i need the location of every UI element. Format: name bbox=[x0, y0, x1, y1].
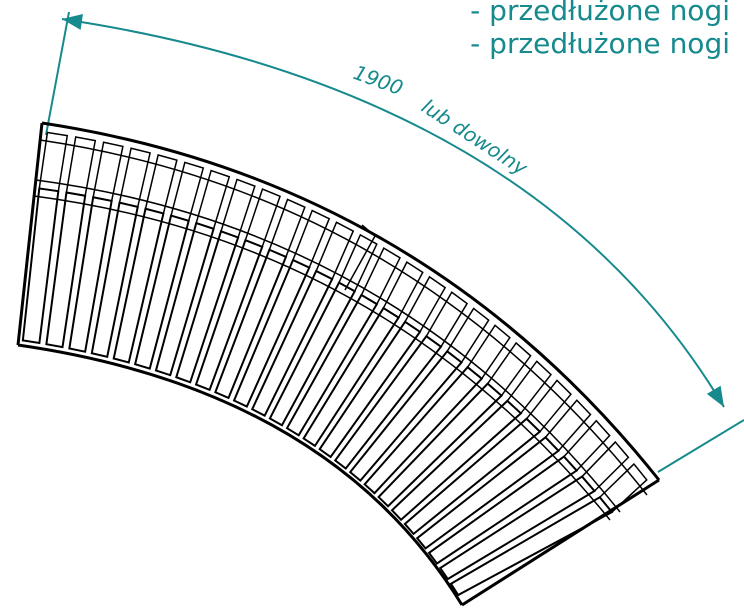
bench-slat bbox=[250, 269, 334, 417]
bench-seat-block bbox=[315, 221, 355, 281]
bench-seat-block bbox=[544, 399, 592, 452]
dimension-arc bbox=[61, 14, 725, 408]
bench-seat-block bbox=[425, 291, 469, 348]
bench-seat-block bbox=[118, 147, 151, 208]
bench-seat-block bbox=[382, 261, 424, 319]
bench-seat-block bbox=[65, 136, 97, 197]
bench-seat-block bbox=[486, 341, 532, 397]
bench-outline bbox=[16, 121, 661, 607]
bench-seat-block bbox=[195, 169, 231, 230]
bench-seat-block bbox=[360, 247, 401, 306]
bench-seat-block bbox=[404, 275, 447, 333]
bench-seat-block bbox=[466, 324, 511, 380]
bench-seat-block bbox=[144, 154, 178, 215]
bench-seat-block bbox=[446, 307, 490, 364]
bench-seat-block bbox=[292, 209, 331, 269]
bench-seat-block bbox=[562, 419, 611, 472]
bench-seat-block bbox=[220, 178, 256, 239]
bench-slat bbox=[285, 293, 379, 437]
bench-slat bbox=[21, 187, 60, 345]
bench-seat-block bbox=[338, 233, 378, 293]
dimension-value: 1900 bbox=[350, 60, 406, 100]
bench-seat-block bbox=[598, 462, 648, 514]
extension-line-right bbox=[657, 419, 744, 473]
extension-line-left bbox=[45, 11, 70, 136]
bench-seat-block bbox=[268, 198, 306, 258]
bench-frame-lines bbox=[33, 139, 648, 521]
bench-seat-block bbox=[525, 379, 572, 433]
bench-seat-block bbox=[244, 188, 282, 248]
bench-slat bbox=[232, 258, 311, 408]
bench-slat bbox=[415, 435, 560, 550]
bench-slat bbox=[45, 191, 87, 349]
bench-seat-block bbox=[92, 141, 124, 202]
bench-seat-block bbox=[581, 440, 630, 493]
dimension-note: lub dowolny bbox=[417, 94, 532, 181]
slats bbox=[21, 131, 648, 597]
bench-seat-block bbox=[170, 161, 205, 222]
bench-slat bbox=[175, 229, 240, 384]
bench-seat-block bbox=[506, 360, 552, 415]
bench-seat-block bbox=[38, 131, 69, 193]
bench-slat bbox=[302, 306, 401, 448]
